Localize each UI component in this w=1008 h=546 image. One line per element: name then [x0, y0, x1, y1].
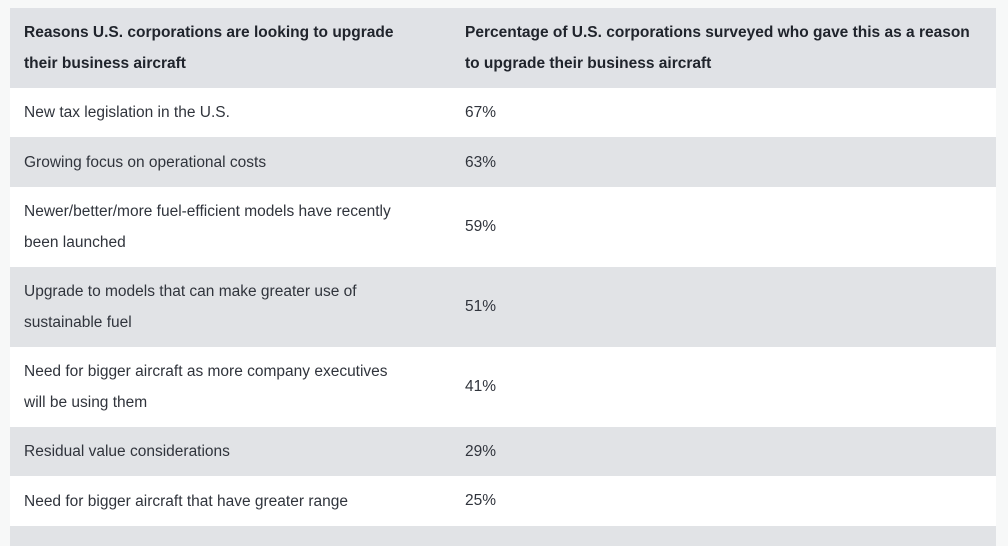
percentage-cell: 41%: [465, 378, 497, 396]
reason-label: Need for bigger aircraft that have great…: [24, 492, 348, 510]
percentage-cell: 59%: [465, 218, 497, 236]
percentage-cell: 67%: [465, 104, 497, 122]
table-row: Newer/better/more fuel-efficient models …: [10, 186, 996, 267]
reason-label: Growing focus on operational costs: [24, 153, 267, 171]
header-row: Reasons U.S. corporations are looking to…: [10, 8, 996, 88]
header-percentage-label: Percentage of U.S. corporations surveyed…: [465, 24, 970, 72]
table-row: Residual value considerations 29%: [10, 426, 996, 477]
reason-cell: Residual value considerations: [10, 427, 451, 476]
reason-label: Upgrade to models that can make greater …: [24, 282, 357, 331]
header-reason: Reasons U.S. corporations are looking to…: [10, 8, 451, 88]
table-header: Reasons U.S. corporations are looking to…: [10, 8, 996, 88]
percentage-cell: 29%: [465, 443, 497, 461]
table-row: New tax legislation in the U.S. 67%: [10, 88, 996, 138]
percentage-cell: 51%: [465, 298, 497, 316]
header-reason-label: Reasons U.S. corporations are looking to…: [24, 24, 394, 72]
reason-cell: Growing focus on operational costs: [10, 137, 451, 186]
reason-cell: Need for bigger aircraft as more company…: [10, 347, 451, 427]
reason-label: Newer/better/more fuel-efficient models …: [24, 202, 391, 251]
reason-cell: Need for bigger aircraft that have great…: [10, 476, 451, 525]
table-row: Upgrade to models that can make greater …: [10, 266, 996, 347]
reason-label: Need for bigger aircraft as more company…: [24, 362, 388, 411]
table-body: New tax legislation in the U.S. 67% Grow…: [10, 88, 996, 526]
header-percentage: Percentage of U.S. corporations surveyed…: [451, 8, 996, 88]
reason-label: New tax legislation in the U.S.: [24, 104, 230, 122]
reason-label: Residual value considerations: [24, 443, 230, 461]
percentage-cell: 63%: [465, 153, 497, 171]
reason-cell: New tax legislation in the U.S.: [10, 88, 451, 137]
reason-cell: Newer/better/more fuel-efficient models …: [10, 187, 451, 267]
table-row: Growing focus on operational costs 63%: [10, 137, 996, 187]
reason-cell: Upgrade to models that can make greater …: [10, 267, 451, 347]
table-row: Need for bigger aircraft that have great…: [10, 476, 996, 526]
survey-table: Reasons U.S. corporations are looking to…: [10, 8, 996, 526]
percentage-cell: 25%: [465, 492, 497, 510]
table-row: Need for bigger aircraft as more company…: [10, 346, 996, 427]
